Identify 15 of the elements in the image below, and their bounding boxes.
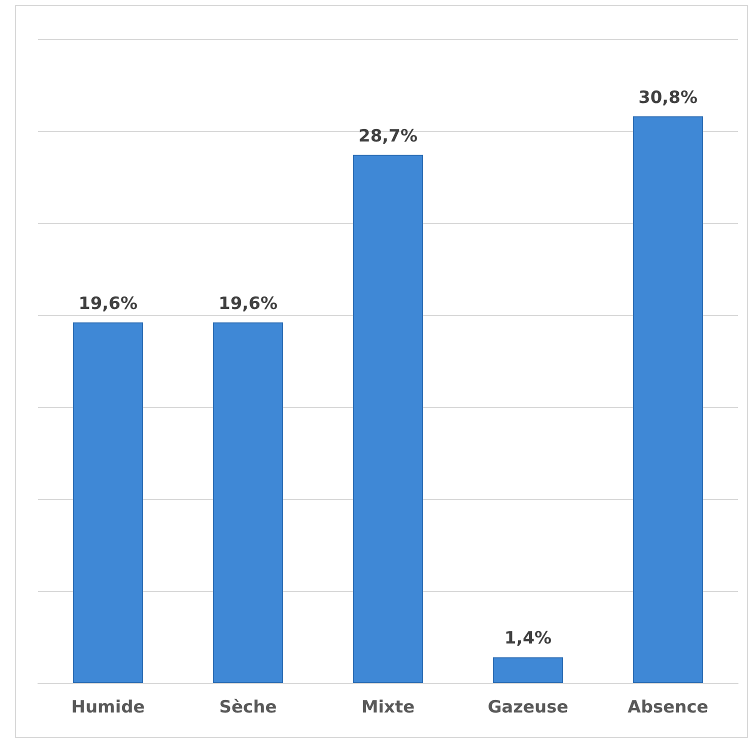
bar [213, 322, 283, 683]
x-tick-label: Humide [71, 698, 145, 718]
data-label: 19,6% [78, 294, 138, 314]
x-tick-label: Mixte [361, 698, 415, 718]
data-label: 28,7% [358, 126, 418, 146]
x-tick-label: Absence [628, 698, 708, 718]
data-label: 1,4% [504, 628, 552, 649]
bar [353, 154, 423, 683]
bar [633, 116, 703, 683]
data-label: 30,8% [638, 88, 698, 108]
bar [73, 322, 143, 683]
x-tick-label: Gazeuse [488, 698, 568, 718]
x-tick-label: Sèche [219, 698, 277, 718]
data-label: 19,6% [218, 294, 278, 314]
bar [493, 657, 563, 683]
